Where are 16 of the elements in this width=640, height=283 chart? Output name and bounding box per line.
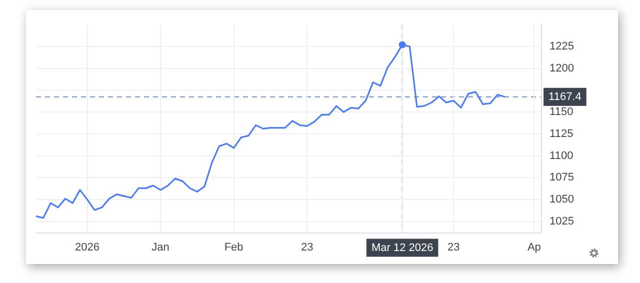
y-tick-label: 1150 — [550, 106, 574, 118]
x-tick-label: Feb — [224, 241, 244, 254]
ref-line-label: 1167.4 — [548, 90, 582, 103]
y-tick-label: 1025 — [550, 215, 574, 228]
x-tick-label: Mar 12 2026 — [371, 242, 434, 254]
y-tick-label: 1125 — [550, 128, 574, 140]
x-tick-label: 23 — [300, 241, 314, 254]
x-tick-label: Jan — [152, 241, 170, 254]
x-tick-label: 2026 — [75, 241, 100, 254]
y-tick-label: 1200 — [550, 62, 574, 74]
y-tick-label: 1100 — [550, 150, 574, 162]
y-tick-label: 1075 — [550, 172, 574, 184]
y-tick-label: 1050 — [550, 194, 574, 206]
x-tick-label: Ap — [527, 241, 541, 254]
y-tick-label: 1225 — [550, 40, 574, 52]
x-tick-label: 23 — [447, 241, 460, 254]
